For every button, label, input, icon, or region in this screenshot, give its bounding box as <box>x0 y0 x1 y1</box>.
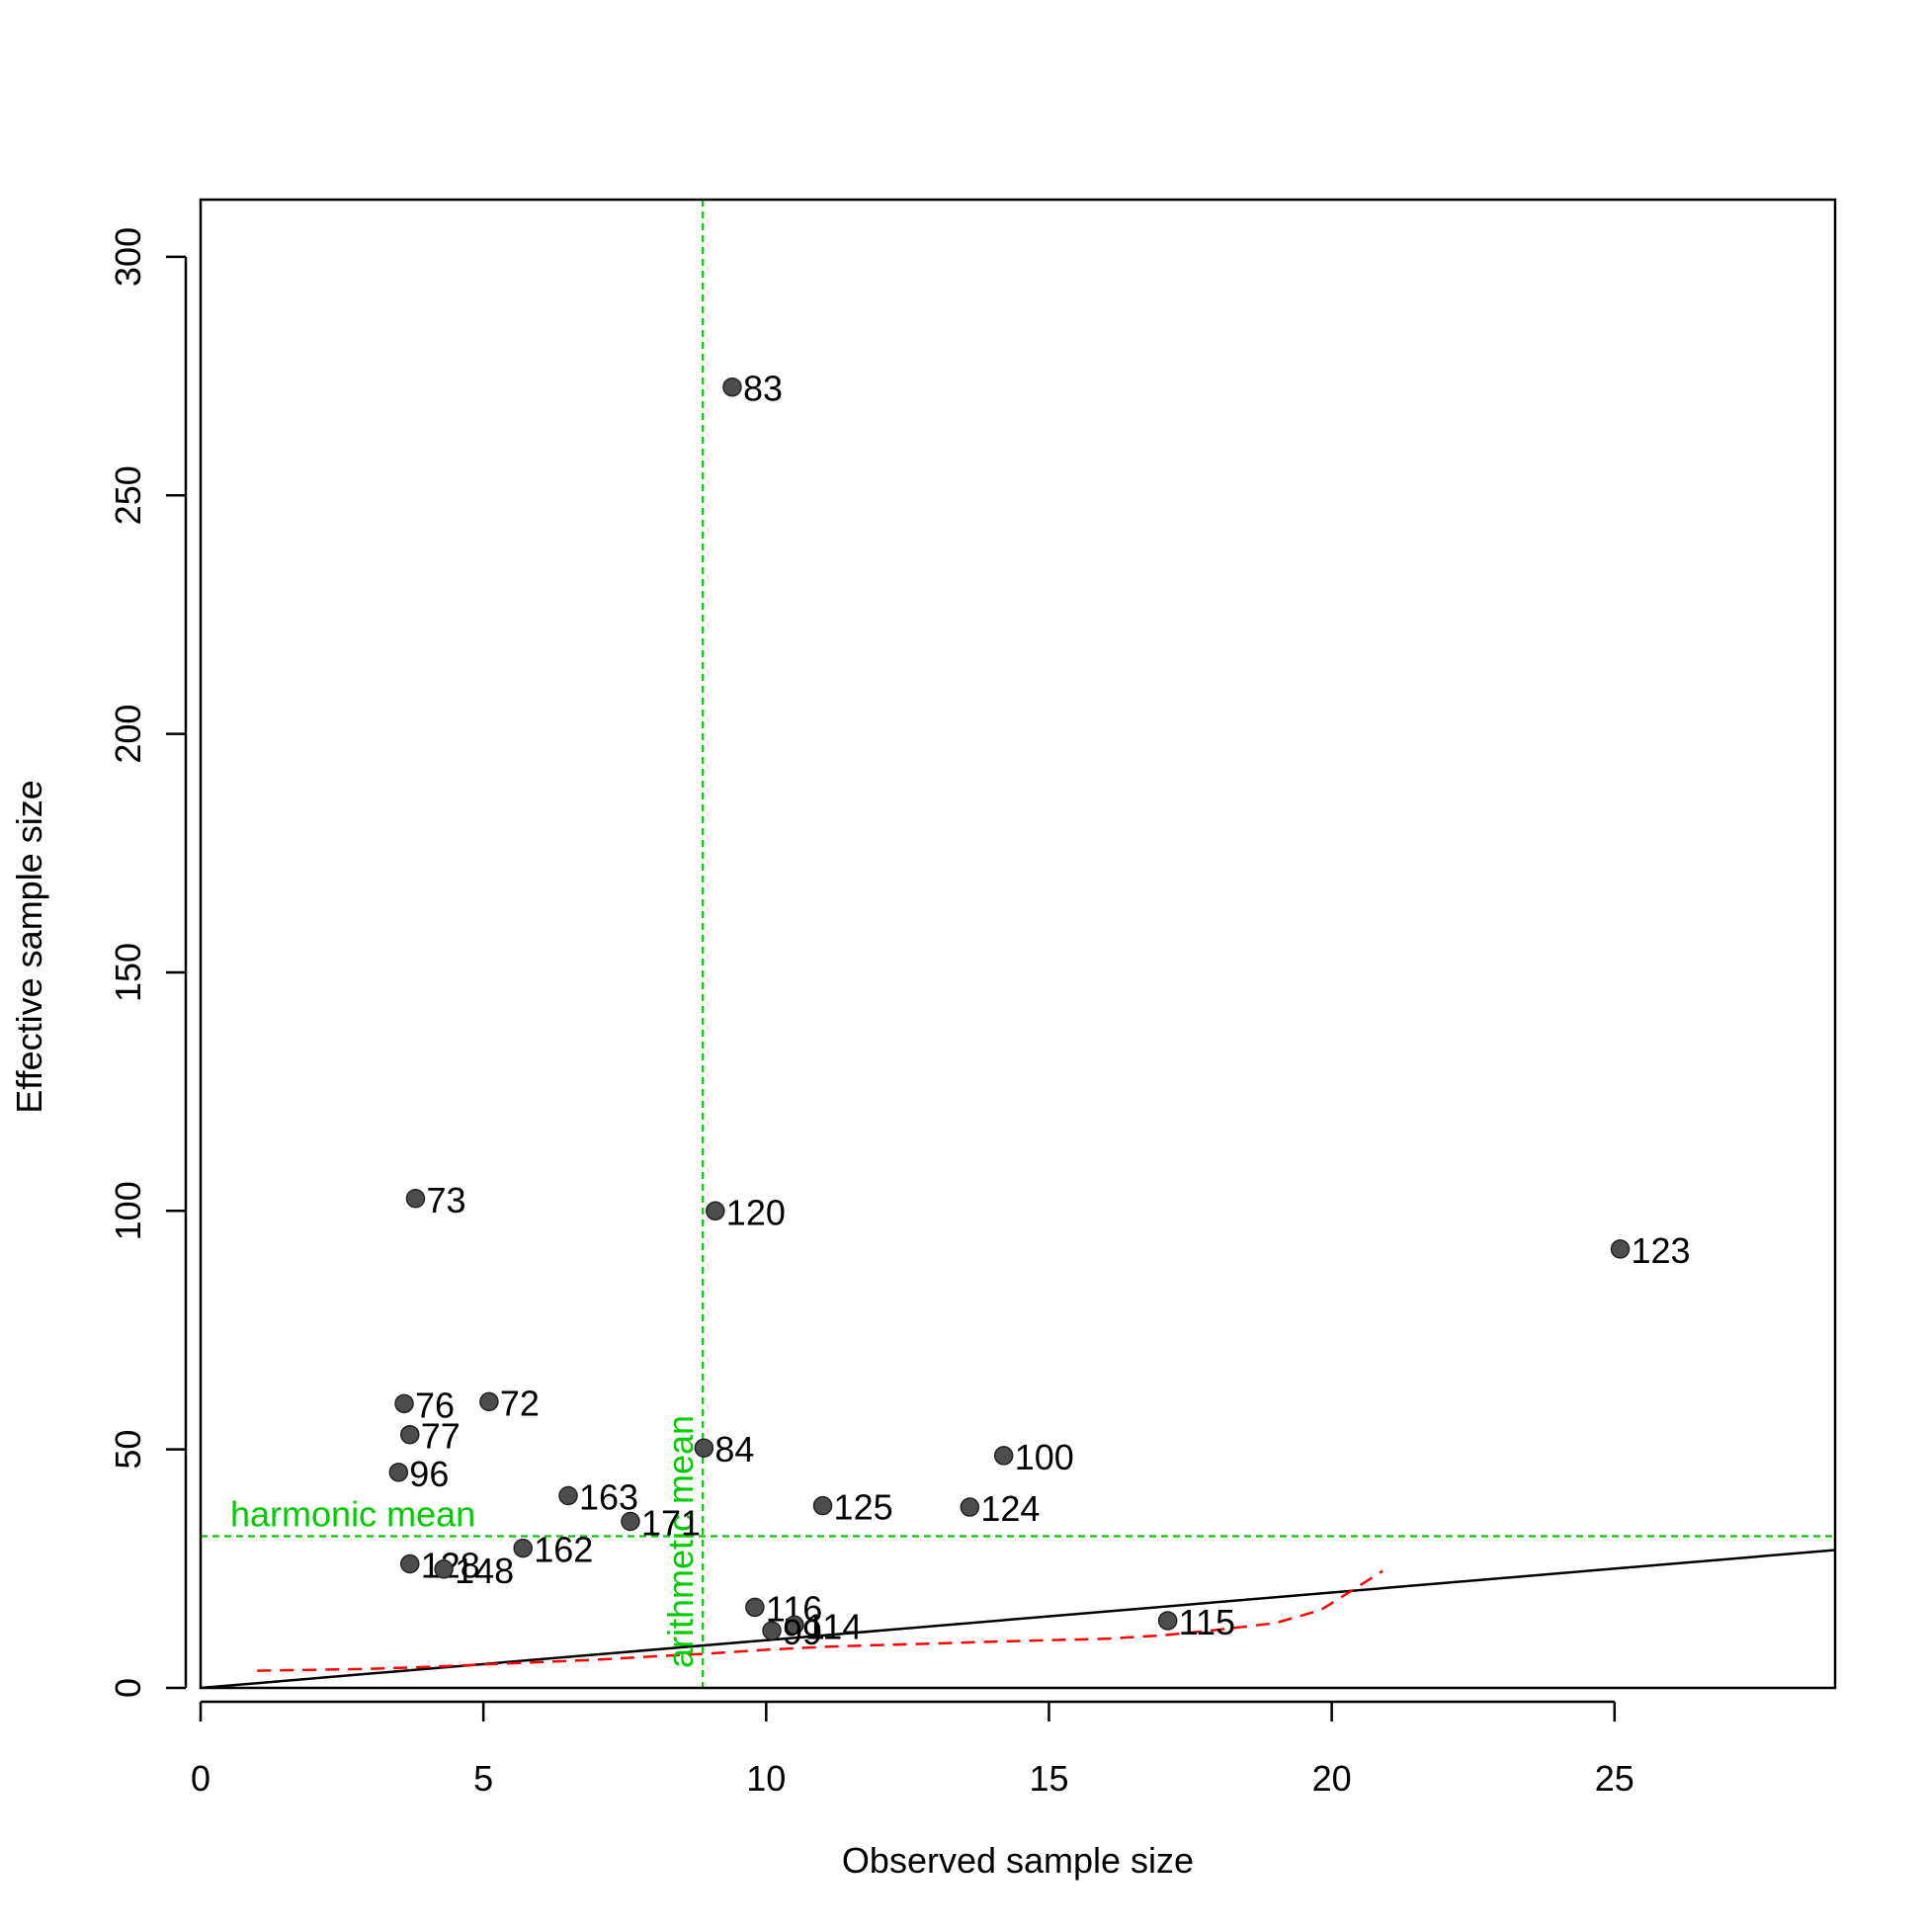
x-tick-label: 0 <box>191 1758 210 1799</box>
x-tick-label: 25 <box>1595 1758 1634 1799</box>
y-tick-label: 200 <box>108 705 148 764</box>
point-label: 83 <box>743 369 783 409</box>
data-point <box>388 1463 409 1482</box>
data-point <box>558 1485 578 1506</box>
data-point <box>762 1621 782 1640</box>
data-point <box>785 1615 804 1636</box>
plot-area: harmonic mean arithmetic mean 83 73 120 123 76… <box>201 200 1835 1688</box>
point-label: 148 <box>455 1551 514 1591</box>
point-label: 73 <box>426 1180 465 1220</box>
x-tick-label: 5 <box>473 1758 493 1799</box>
data-point <box>1157 1611 1178 1631</box>
data-point <box>745 1597 765 1618</box>
data-point <box>394 1393 414 1414</box>
point-label: 99 <box>783 1612 822 1652</box>
y-tick-label: 150 <box>108 943 148 1002</box>
data-point <box>400 1424 420 1445</box>
data-point <box>621 1511 640 1532</box>
data-point <box>479 1391 499 1412</box>
data-point <box>694 1438 714 1458</box>
plot-frame <box>199 198 1837 1690</box>
point-label: 76 <box>415 1385 455 1425</box>
data-point <box>993 1446 1014 1466</box>
point-label: 77 <box>421 1416 461 1457</box>
x-tick-label: 15 <box>1029 1758 1068 1799</box>
data-point <box>434 1559 454 1579</box>
y-tick-label: 0 <box>108 1678 148 1698</box>
data-point <box>400 1554 420 1574</box>
y-tick-label: 100 <box>108 1181 148 1240</box>
data-point <box>1610 1239 1631 1259</box>
point-label: 163 <box>579 1476 638 1517</box>
point-label: 123 <box>1632 1230 1691 1271</box>
data-point <box>513 1538 533 1558</box>
point-label: 84 <box>714 1429 754 1470</box>
point-label: 120 <box>726 1192 786 1232</box>
y-tick-label: 300 <box>108 227 148 287</box>
y-tick-label: 250 <box>108 465 148 525</box>
arithmetic-mean-label: arithmetic mean <box>660 1415 701 1668</box>
smooth-curve <box>257 1569 1383 1672</box>
point-label: 162 <box>534 1530 593 1570</box>
point-label: 115 <box>1179 1602 1235 1642</box>
point-label: 124 <box>980 1488 1040 1529</box>
point-label: 100 <box>1015 1437 1074 1477</box>
point-label: 72 <box>500 1383 540 1423</box>
point-label: 114 <box>805 1606 862 1646</box>
y-axis-label: Effective sample size <box>9 780 49 1113</box>
data-point <box>812 1495 833 1516</box>
x-tick-label: 10 <box>746 1758 786 1799</box>
x-axis-label: Observed sample size <box>842 1840 1194 1881</box>
point-label: 171 <box>641 1503 701 1544</box>
x-tick-label: 20 <box>1312 1758 1352 1799</box>
data-point <box>405 1189 426 1209</box>
harmonic-mean-label: harmonic mean <box>230 1494 475 1535</box>
data-point <box>722 377 742 397</box>
point-label: 96 <box>409 1454 449 1494</box>
data-point <box>960 1497 980 1517</box>
data-point <box>706 1201 725 1221</box>
point-label: 125 <box>834 1487 893 1528</box>
y-tick-label: 50 <box>108 1430 148 1470</box>
